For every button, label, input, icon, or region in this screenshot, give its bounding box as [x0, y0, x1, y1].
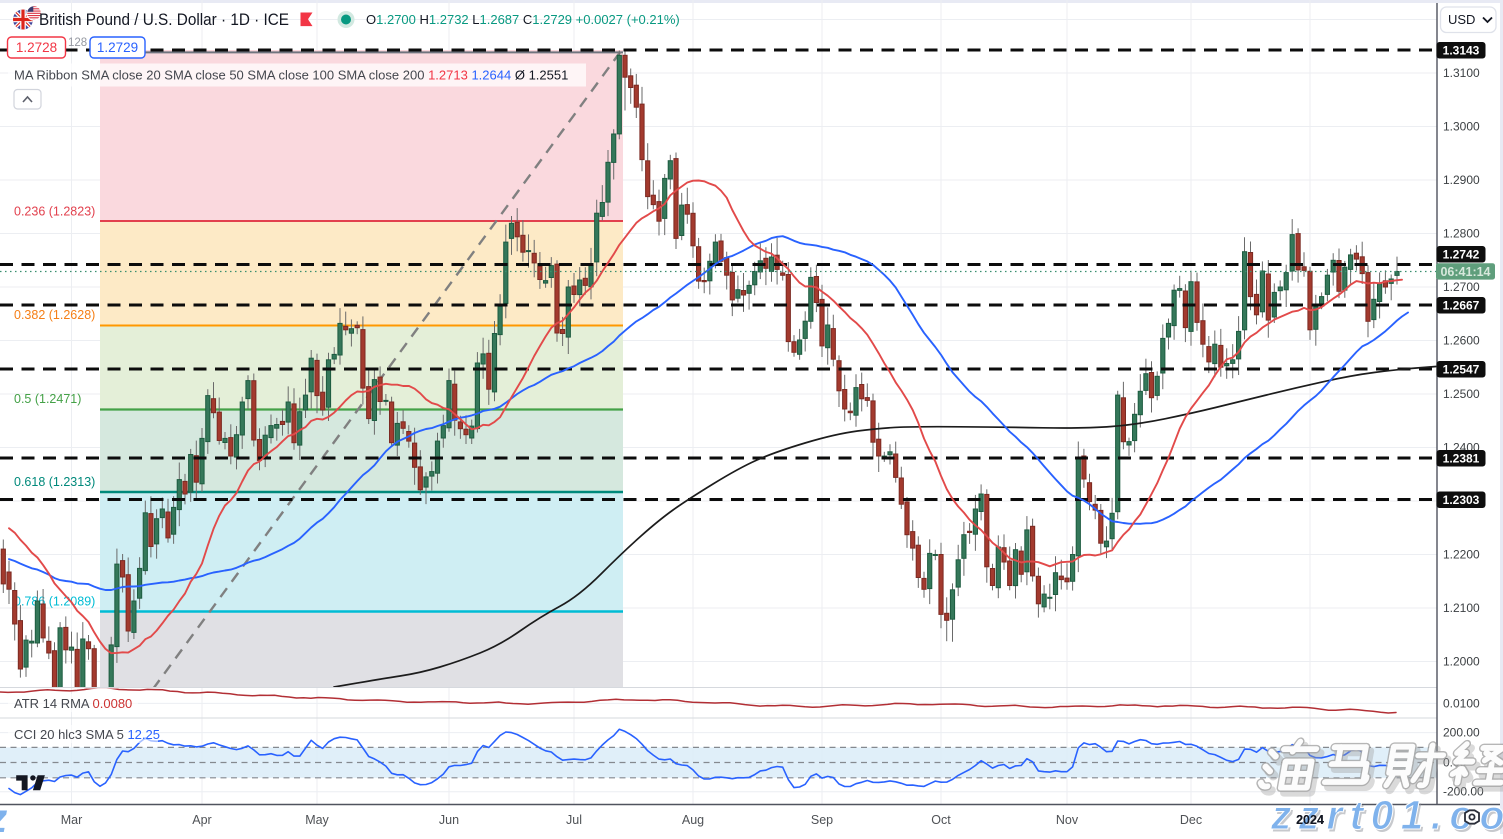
svg-text:Mar: Mar — [61, 813, 83, 827]
svg-text:1.2667: 1.2667 — [1443, 298, 1480, 312]
svg-text:1.2500: 1.2500 — [1443, 387, 1480, 401]
svg-text:Sep: Sep — [811, 813, 833, 827]
svg-text:1.2100: 1.2100 — [1443, 601, 1480, 615]
svg-text:1.3143: 1.3143 — [1443, 43, 1480, 57]
svg-text:1.2381: 1.2381 — [1443, 451, 1480, 465]
svg-text:1.2742: 1.2742 — [1443, 247, 1480, 261]
svg-text:-200.00: -200.00 — [1443, 785, 1484, 799]
svg-text:Aug: Aug — [682, 813, 704, 827]
svg-text:0.236 (1.2823): 0.236 (1.2823) — [14, 205, 95, 219]
svg-text:O1.2700 H1.2732 L1.2687 C1.: O1.2700 H1.2732 L1.2687 C1.2729 +0.0027 … — [366, 12, 680, 27]
svg-text:200.00: 200.00 — [1443, 726, 1480, 740]
svg-text:Apr: Apr — [192, 813, 211, 827]
svg-text:1.2200: 1.2200 — [1443, 548, 1480, 562]
svg-text:1.2000: 1.2000 — [1443, 655, 1480, 669]
svg-text:1.3000: 1.3000 — [1443, 120, 1480, 134]
svg-text:1.2600: 1.2600 — [1443, 334, 1480, 348]
svg-text:1.2700: 1.2700 — [1443, 280, 1480, 294]
svg-text:USD: USD — [1448, 12, 1475, 27]
svg-text:0.618 (1.2313): 0.618 (1.2313) — [14, 475, 95, 489]
svg-text:ATR 14 RMA 0.0080: ATR 14 RMA 0.0080 — [14, 696, 132, 711]
svg-text:MA Ribbon SMA close 20 SMA clo: MA Ribbon SMA close 20 SMA close 50 SMA … — [14, 68, 568, 83]
svg-text:1.2729: 1.2729 — [97, 40, 138, 55]
svg-text:2024: 2024 — [1296, 813, 1324, 827]
svg-text:0.786 (1.2089): 0.786 (1.2089) — [14, 595, 95, 609]
svg-text:1.3100: 1.3100 — [1443, 66, 1480, 80]
svg-text:British Pound / U.S. Dollar ·: British Pound / U.S. Dollar · 1D · ICE — [39, 11, 289, 29]
svg-text:1.2728: 1.2728 — [16, 40, 57, 55]
svg-text:0.382 (1.2628): 0.382 (1.2628) — [14, 308, 95, 322]
svg-text:128: 128 — [68, 37, 87, 49]
svg-text:1.2547: 1.2547 — [1443, 362, 1480, 376]
svg-text:CCI 20 hlc3 SMA 5 12.25: CCI 20 hlc3 SMA 5 12.25 — [14, 727, 160, 742]
svg-text:z: z — [0, 795, 7, 834]
svg-text:0.5 (1.2471): 0.5 (1.2471) — [14, 392, 81, 406]
svg-text:1.2900: 1.2900 — [1443, 173, 1480, 187]
svg-text:2024: 2024 — [1296, 813, 1324, 827]
svg-text:Oct: Oct — [931, 813, 951, 827]
svg-text:06:41:14: 06:41:14 — [1440, 265, 1490, 279]
svg-text:May: May — [305, 813, 329, 827]
svg-text:0.0100: 0.0100 — [1443, 696, 1480, 710]
svg-text:Nov: Nov — [1056, 813, 1079, 827]
svg-text:1.2303: 1.2303 — [1443, 493, 1480, 507]
svg-text:Jul: Jul — [566, 813, 582, 827]
svg-text:Jun: Jun — [439, 813, 459, 827]
svg-text:1.2800: 1.2800 — [1443, 227, 1480, 241]
svg-text:Dec: Dec — [1180, 813, 1202, 827]
